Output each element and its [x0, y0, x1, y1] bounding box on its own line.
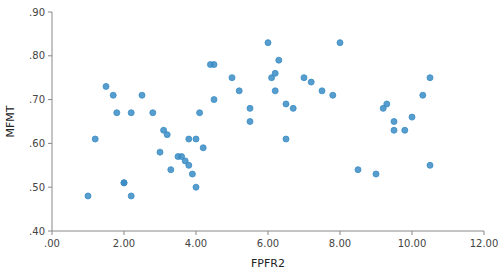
- x-tick-label: 8.00: [329, 238, 351, 249]
- point: [301, 75, 307, 81]
- x-ticks: .00 2.00 4.00 6.00 8.00 10.00 12.00: [44, 231, 498, 249]
- y-tick-label: .40: [29, 226, 45, 237]
- point: [200, 145, 206, 151]
- y-tick: [48, 187, 52, 188]
- point: [229, 75, 235, 81]
- x-tick: [52, 231, 53, 235]
- point: [402, 127, 408, 133]
- x-tick-label: 12.00: [470, 238, 499, 249]
- point: [247, 105, 253, 111]
- point: [103, 83, 109, 89]
- point: [337, 40, 343, 46]
- point: [186, 162, 192, 168]
- point: [384, 101, 390, 107]
- point: [193, 136, 199, 142]
- point: [168, 167, 174, 173]
- point: [427, 75, 433, 81]
- point: [186, 136, 192, 142]
- point: [211, 62, 217, 68]
- x-tick: [268, 231, 269, 235]
- point: [236, 88, 242, 94]
- point: [121, 180, 127, 186]
- y-tick-label: .80: [29, 50, 45, 61]
- point: [373, 171, 379, 177]
- chart-container: .00 2.00 4.00 6.00 8.00 10.00 12.00 .40 .50 .60 .7…: [0, 0, 500, 275]
- x-tick-label: 6.00: [257, 238, 279, 249]
- y-tick-label: .60: [29, 138, 45, 149]
- point: [409, 114, 415, 120]
- x-tick: [484, 231, 485, 235]
- point: [197, 110, 203, 116]
- x-tick-label: 4.00: [185, 238, 207, 249]
- point: [247, 119, 253, 125]
- y-ticks: .40 .50 .60 .70 .80 .90: [29, 7, 52, 237]
- point: [189, 171, 195, 177]
- point: [92, 136, 98, 142]
- x-tick-label: 10.00: [398, 238, 427, 249]
- y-tick-label: .50: [29, 182, 45, 193]
- point: [308, 79, 314, 85]
- point: [283, 136, 289, 142]
- y-axis-line: [52, 12, 53, 231]
- x-tick: [412, 231, 413, 235]
- point: [128, 110, 134, 116]
- y-tick: [48, 12, 52, 13]
- x-axis-label: FPFR2: [251, 257, 285, 270]
- point: [272, 70, 278, 76]
- point: [265, 40, 271, 46]
- x-tick: [340, 231, 341, 235]
- point: [157, 149, 163, 155]
- x-tick-label: 2.00: [113, 238, 135, 249]
- point: [164, 132, 170, 138]
- point: [330, 92, 336, 98]
- point: [110, 92, 116, 98]
- point: [420, 92, 426, 98]
- point: [211, 97, 217, 103]
- point: [391, 127, 397, 133]
- point: [283, 101, 289, 107]
- point: [355, 167, 361, 173]
- y-tick: [48, 99, 52, 100]
- y-tick: [48, 55, 52, 56]
- point: [193, 184, 199, 190]
- x-tick-label: .00: [44, 238, 60, 249]
- point: [85, 193, 91, 199]
- chart: .00 2.00 4.00 6.00 8.00 10.00 12.00 .40 .50 .60 .7…: [0, 0, 500, 275]
- point: [290, 105, 296, 111]
- point: [391, 119, 397, 125]
- point: [150, 110, 156, 116]
- point: [114, 110, 120, 116]
- y-tick-label: .90: [29, 7, 45, 18]
- x-tick: [196, 231, 197, 235]
- point: [319, 88, 325, 94]
- y-axis-label: MFMT: [4, 105, 17, 137]
- point: [139, 92, 145, 98]
- y-tick-label: .70: [29, 94, 45, 105]
- point: [272, 88, 278, 94]
- point: [427, 162, 433, 168]
- point: [128, 193, 134, 199]
- y-tick: [48, 231, 52, 232]
- x-tick: [124, 231, 125, 235]
- points: [85, 40, 433, 199]
- point: [121, 180, 127, 186]
- y-tick: [48, 143, 52, 144]
- point: [276, 57, 282, 63]
